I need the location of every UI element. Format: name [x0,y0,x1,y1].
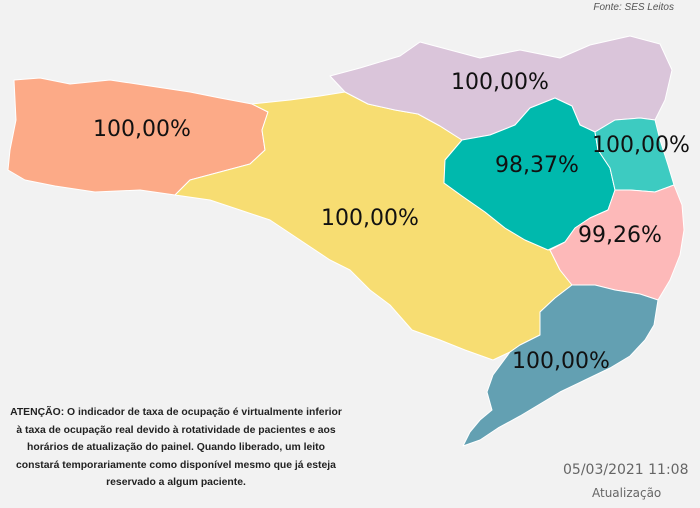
source-label: Fonte: SES Leitos [593,2,674,13]
pct-meio-oeste-serra: 100,00% [321,206,419,231]
pct-vale-itajai: 98,37% [495,153,579,178]
pct-grande-florianopolis: 99,26% [578,223,662,248]
pct-foz-itajai: 100,00% [592,133,690,158]
pct-sul: 100,00% [512,349,610,374]
update-label: Atualização [592,486,662,500]
notice-text: ATENÇÃO: O indicador de taxa de ocupação… [10,407,342,488]
region-sul[interactable] [462,284,659,447]
pct-oeste: 100,00% [93,117,191,142]
update-datetime: 05/03/2021 11:08 [563,462,689,478]
pct-norte: 100,00% [451,70,549,95]
